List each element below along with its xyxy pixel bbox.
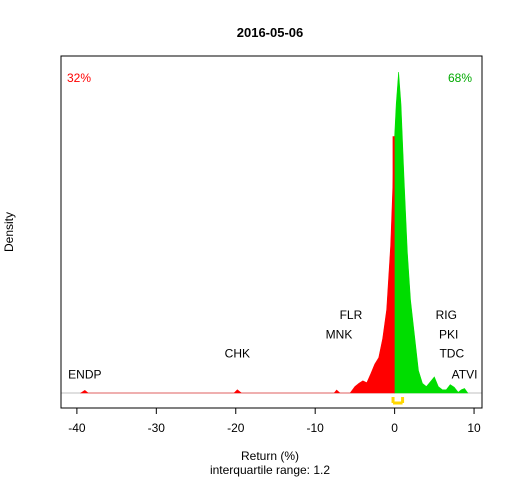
plot-frame [60, 55, 483, 409]
stock-label-mnk: MNK [326, 327, 353, 341]
chart-title: 2016-05-06 [237, 25, 304, 40]
stock-label-flr: FLR [340, 308, 363, 322]
stock-labels: ENDP CHK FLR MNK RIG PKI TDC ATVI [68, 308, 477, 381]
stock-label-rig: RIG [436, 308, 457, 322]
iqr-marker [391, 397, 405, 405]
stock-label-pki: PKI [439, 327, 458, 341]
x-tick-label: -20 [227, 421, 245, 435]
iqr-subtitle: interquartile range: 1.2 [210, 463, 330, 477]
positive-share-label: 68% [448, 71, 472, 85]
x-tick-label: 0 [391, 421, 398, 435]
x-tick-label: -10 [307, 421, 325, 435]
negative-density-area [79, 136, 395, 394]
x-tick-label: -40 [68, 421, 86, 435]
negative-share-label: 32% [67, 71, 91, 85]
stock-label-tdc: TDC [439, 347, 464, 361]
x-tick-label: 10 [467, 421, 481, 435]
stock-label-atvi: ATVI [452, 368, 478, 382]
x-axis: -40 -30 -20 -10 0 10 [68, 407, 481, 435]
x-tick-label: -30 [148, 421, 166, 435]
y-axis-label: Density [2, 212, 16, 252]
stock-label-endp: ENDP [68, 368, 101, 382]
stock-label-chk: CHK [225, 347, 250, 361]
positive-density-area [394, 71, 469, 394]
x-axis-label: Return (%) [241, 449, 299, 463]
plot-area [61, 71, 482, 405]
